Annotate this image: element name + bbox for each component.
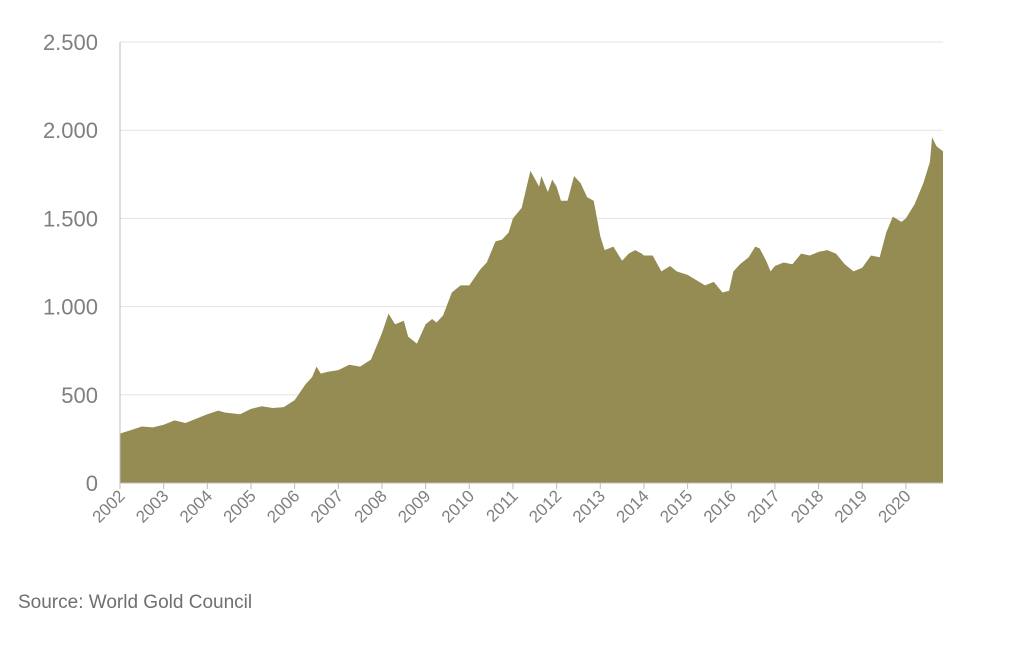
x-tick-label: 2005 <box>220 486 260 526</box>
x-axis-ticks: 2002 2003 2004 2005 2006 2007 2008 2009 2010 2011… <box>89 483 915 527</box>
x-tick-label: 2004 <box>176 486 216 526</box>
x-tick-label: 2008 <box>351 486 391 526</box>
area-series <box>120 137 943 483</box>
area-chart: 0 500 1.000 1.500 2.000 2.500 2002 2003 2004 200… <box>43 30 943 527</box>
y-tick-label: 0 <box>86 471 98 496</box>
x-tick-label: 2011 <box>482 486 521 525</box>
source-note: Source: World Gold Council <box>18 592 253 613</box>
x-tick-label: 2009 <box>394 486 434 526</box>
y-tick-label: 2.000 <box>43 118 98 143</box>
y-tick-label: 500 <box>61 383 98 408</box>
x-tick-label: 2007 <box>307 486 347 526</box>
x-tick-label: 2015 <box>656 486 696 526</box>
x-tick-label: 2016 <box>700 486 740 526</box>
x-tick-label: 2020 <box>875 486 915 526</box>
x-tick-label: 2006 <box>263 486 303 526</box>
y-tick-label: 1.000 <box>43 295 98 320</box>
x-tick-label: 2012 <box>525 486 565 526</box>
axes <box>119 42 943 484</box>
y-tick-label: 2.500 <box>43 30 98 55</box>
x-tick-label: 2014 <box>613 486 653 526</box>
area-fill <box>120 137 943 483</box>
y-axis-ticks: 0 500 1.000 1.500 2.000 2.500 <box>43 30 98 496</box>
x-tick-label: 2003 <box>132 486 172 526</box>
x-tick-label: 2013 <box>569 486 609 526</box>
x-tick-label: 2019 <box>831 486 871 526</box>
x-tick-label: 2018 <box>787 486 827 526</box>
x-tick-label: 2017 <box>744 486 784 526</box>
y-tick-label: 1.500 <box>43 206 98 231</box>
chart: 0 500 1.000 1.500 2.000 2.500 2002 2003 2004 200… <box>43 30 943 527</box>
x-tick-label: 2010 <box>438 486 478 526</box>
